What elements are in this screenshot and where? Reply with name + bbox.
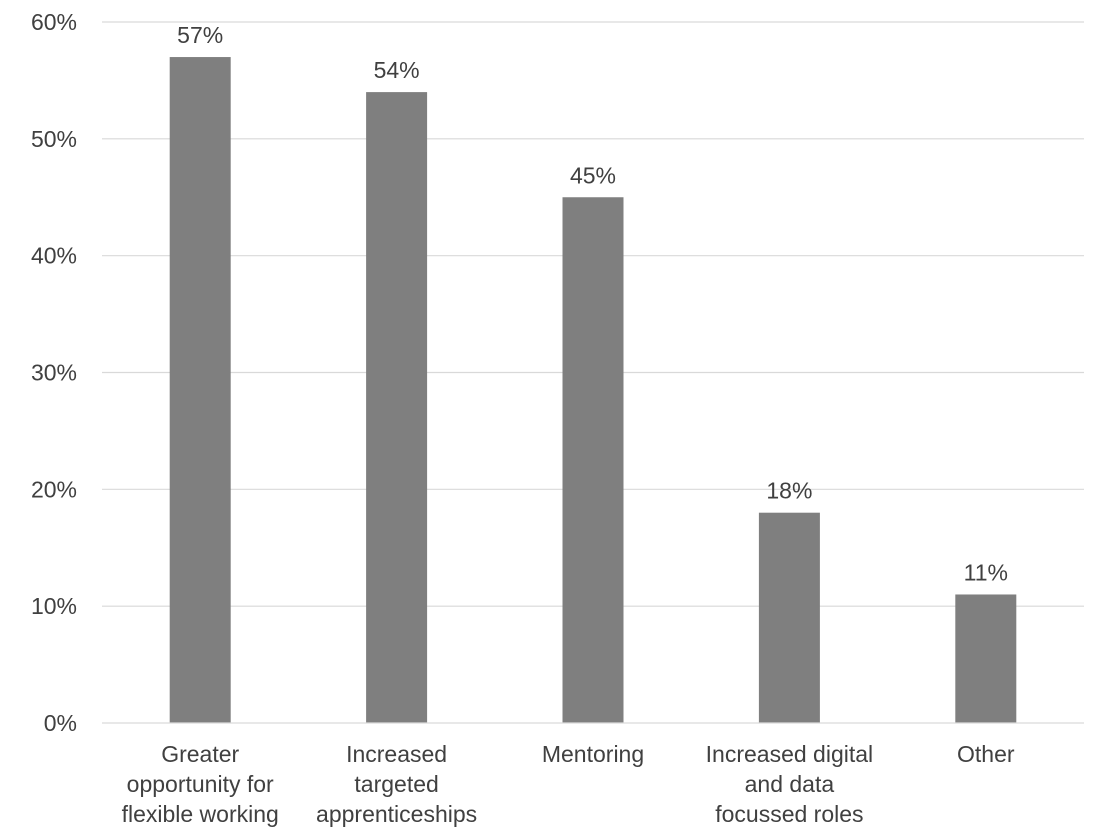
x-axis-category-labels: Greater opportunity for flexible working In…	[122, 741, 1015, 827]
category-label-3: Mentoring	[542, 741, 644, 767]
bar-1	[169, 57, 231, 724]
category-label-4-line-1: Increased digital	[706, 741, 874, 767]
data-labels: 57% 54% 45% 18% 11%	[177, 22, 1008, 585]
bars	[169, 57, 1017, 724]
category-label-3-line-1: Mentoring	[542, 741, 644, 767]
y-tick-label-10: 10%	[31, 593, 77, 619]
category-label-1-line-3: flexible working	[122, 801, 279, 827]
bar-4	[758, 512, 820, 723]
y-tick-label-0: 0%	[44, 710, 77, 736]
category-label-1-line-1: Greater	[161, 741, 239, 767]
data-label-5: 11%	[964, 559, 1008, 585]
data-label-2: 54%	[374, 57, 420, 83]
category-label-2-line-3: apprenticeships	[316, 801, 477, 827]
y-tick-label-50: 50%	[31, 126, 77, 152]
y-tick-label-40: 40%	[31, 243, 77, 269]
bar-2	[366, 92, 428, 724]
bar-5	[955, 594, 1017, 723]
y-tick-label-30: 30%	[31, 360, 77, 386]
y-axis-tick-labels: 0% 10% 20% 30% 40% 50% 60%	[31, 9, 77, 736]
data-label-1: 57%	[177, 22, 223, 48]
category-label-4: Increased digital and data focussed roles	[706, 741, 874, 827]
category-label-5: Other	[957, 741, 1015, 767]
category-label-2: Increased targeted apprenticeships	[316, 741, 477, 827]
category-label-2-line-1: Increased	[346, 741, 447, 767]
y-tick-label-60: 60%	[31, 9, 77, 35]
bar-3	[562, 197, 624, 723]
category-label-2-line-2: targeted	[354, 771, 438, 797]
y-tick-label-20: 20%	[31, 476, 77, 502]
category-label-1: Greater opportunity for flexible working	[122, 741, 279, 827]
data-label-3: 45%	[570, 162, 616, 188]
category-label-5-line-1: Other	[957, 741, 1015, 767]
category-label-4-line-2: and data	[745, 771, 835, 797]
category-label-1-line-2: opportunity for	[127, 771, 274, 797]
data-label-4: 18%	[766, 478, 812, 504]
category-label-4-line-3: focussed roles	[715, 801, 863, 827]
